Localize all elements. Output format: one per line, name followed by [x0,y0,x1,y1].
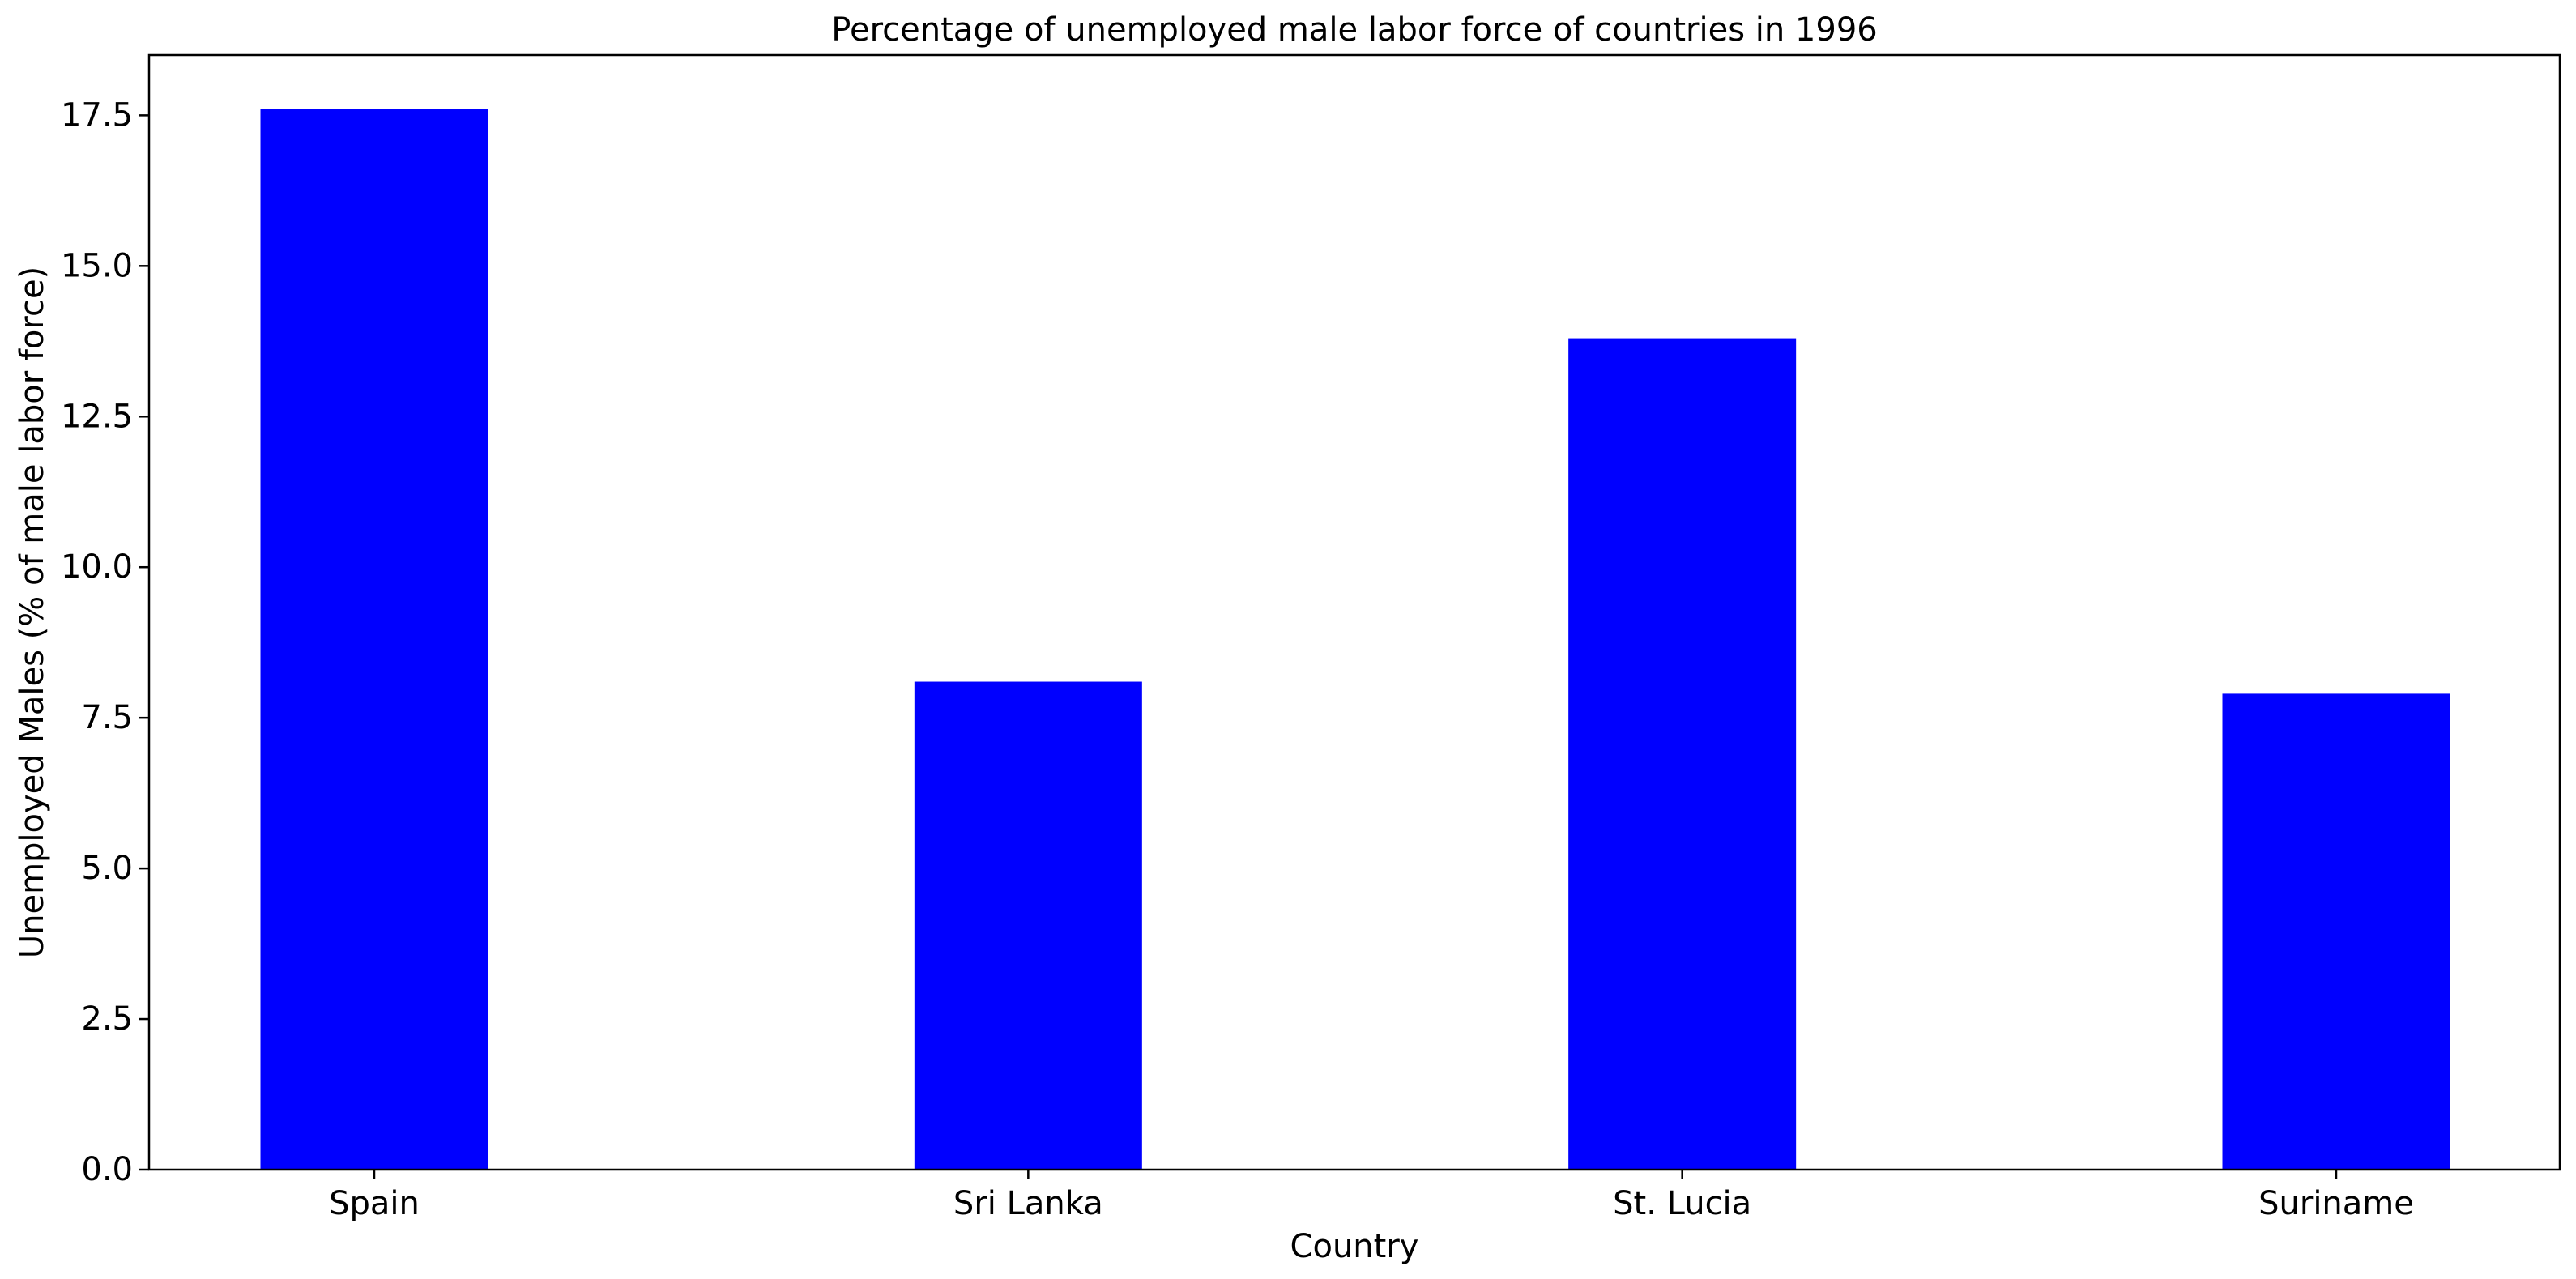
y-tick-label: 2.5 [81,1000,133,1038]
y-tick-label: 5.0 [81,850,133,887]
y-tick-label: 17.5 [61,96,133,134]
x-axis-label: Country [1290,1228,1419,1265]
bars-layer [260,109,2450,1170]
x-tick-label: Suriname [2258,1185,2414,1222]
x-tick-label: Spain [329,1185,420,1222]
y-tick-label: 7.5 [81,699,133,736]
bar-sri-lanka [914,681,1142,1170]
x-tick-label: Sri Lanka [953,1185,1103,1222]
bar-suriname [2222,693,2450,1170]
chart-title: Percentage of unemployed male labor forc… [831,11,1877,49]
plot-frame [147,53,2561,1171]
y-tick-label: 0.0 [81,1151,133,1188]
y-tick-label: 10.0 [61,548,133,586]
x-axis-ticks: Spain Sri Lanka St. Lucia Suriname [329,1170,2414,1222]
y-tick-label: 12.5 [61,398,133,435]
y-axis-ticks: 0.0 2.5 5.0 7.5 10.0 12.5 15.0 17.5 [61,96,149,1188]
bar-st-lucia [1568,338,1797,1170]
y-axis-label: Unemployed Males (% of male labor force) [14,266,51,958]
bar-spain [260,109,488,1170]
y-tick-label: 15.0 [61,247,133,284]
x-tick-label: St. Lucia [1613,1185,1751,1222]
